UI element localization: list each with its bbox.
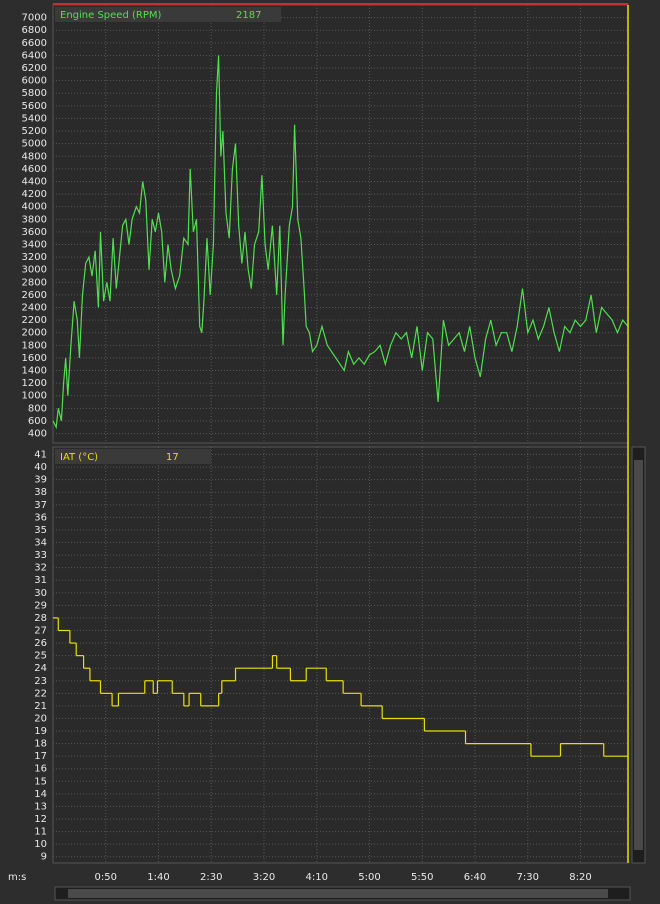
y-tick-label: 3200 (22, 252, 47, 263)
x-tick-label: 7:30 (517, 872, 539, 883)
y-tick-label: 31 (34, 575, 47, 586)
y-tick-label: 3400 (22, 239, 47, 250)
y-tick-label: 6000 (22, 76, 47, 87)
y-tick-label: 1600 (22, 353, 47, 364)
legend-readout: 2187 (236, 10, 261, 21)
y-tick-label: 23 (34, 676, 47, 687)
y-tick-label: 24 (34, 663, 47, 674)
y-tick-label: 13 (34, 801, 47, 812)
x-tick-label: 5:50 (411, 872, 433, 883)
y-tick-label: 7000 (22, 13, 47, 24)
y-tick-label: 6600 (22, 38, 47, 49)
y-tick-label: 2000 (22, 328, 47, 339)
y-tick-label: 4200 (22, 189, 47, 200)
y-tick-label: 30 (34, 588, 47, 599)
y-tick-label: 17 (34, 751, 47, 762)
y-tick-label: 37 (34, 500, 47, 511)
y-tick-label: 1200 (22, 378, 47, 389)
x-tick-label: 3:20 (253, 872, 275, 883)
y-tick-label: 6200 (22, 63, 47, 74)
y-tick-label: 39 (34, 475, 47, 486)
x-tick-label: 1:40 (147, 872, 169, 883)
y-tick-label: 3000 (22, 265, 47, 276)
y-tick-label: 5800 (22, 88, 47, 99)
y-tick-label: 2400 (22, 303, 47, 314)
y-tick-label: 2600 (22, 290, 47, 301)
legend-name: Engine Speed (RPM) (60, 10, 161, 21)
y-tick-label: 2200 (22, 315, 47, 326)
y-tick-label: 5000 (22, 139, 47, 150)
y-tick-label: 34 (34, 538, 47, 549)
y-tick-label: 4400 (22, 176, 47, 187)
legend-name: IAT (°C) (60, 452, 98, 463)
y-tick-label: 1800 (22, 340, 47, 351)
y-tick-label: 4000 (22, 202, 47, 213)
y-tick-label: 19 (34, 726, 47, 737)
rpm-line (52, 55, 629, 430)
legend-readout: 17 (166, 452, 179, 463)
rpm-panel (52, 4, 629, 444)
y-tick-label: 22 (34, 688, 47, 699)
y-tick-label: 21 (34, 701, 47, 712)
y-tick-label: 29 (34, 600, 47, 611)
x-tick-label: 5:00 (358, 872, 380, 883)
charts: 4006008001000120014001600180020002200240… (22, 5, 629, 883)
y-tick-label: 3600 (22, 227, 47, 238)
x-tick-label: 6:40 (464, 872, 486, 883)
y-tick-label: 14 (34, 789, 47, 800)
y-tick-label: 32 (34, 563, 47, 574)
y-tick-label: 33 (34, 550, 47, 561)
y-tick-label: 38 (34, 487, 47, 498)
y-tick-label: 18 (34, 739, 47, 750)
x-axis-label: m:s (8, 872, 26, 883)
y-tick-label: 15 (34, 776, 47, 787)
legend-box (55, 449, 211, 464)
y-tick-label: 16 (34, 764, 47, 775)
y-tick-label: 20 (34, 713, 47, 724)
y-tick-label: 5200 (22, 126, 47, 137)
y-tick-label: 40 (34, 462, 47, 473)
y-tick-label: 5600 (22, 101, 47, 112)
y-tick-label: 3800 (22, 214, 47, 225)
y-tick-label: 26 (34, 638, 47, 649)
y-tick-label: 41 (34, 450, 47, 461)
x-tick-label: 2:30 (200, 872, 222, 883)
y-tick-label: 28 (34, 613, 47, 624)
y-tick-label: 1000 (22, 391, 47, 402)
y-tick-label: 1400 (22, 366, 47, 377)
x-tick-label: 8:20 (569, 872, 591, 883)
y-tick-label: 9 (41, 852, 47, 863)
x-tick-label: 0:50 (95, 872, 117, 883)
legend-box (55, 7, 281, 22)
y-tick-label: 25 (34, 651, 47, 662)
y-tick-label: 4600 (22, 164, 47, 175)
y-tick-label: 27 (34, 625, 47, 636)
x-tick-label: 4:10 (306, 872, 328, 883)
y-tick-label: 12 (34, 814, 47, 825)
y-tick-label: 6800 (22, 25, 47, 36)
h-scroll-thumb[interactable] (68, 889, 608, 898)
y-tick-label: 35 (34, 525, 47, 536)
y-tick-label: 6400 (22, 50, 47, 61)
y-tick-label: 800 (28, 403, 47, 414)
y-tick-label: 36 (34, 512, 47, 523)
y-tick-label: 600 (28, 416, 47, 427)
y-tick-label: 10 (34, 839, 47, 850)
y-tick-label: 4800 (22, 151, 47, 162)
y-tick-label: 2800 (22, 277, 47, 288)
y-tick-label: 5400 (22, 113, 47, 124)
iat-panel (52, 446, 629, 864)
v-scroll-thumb[interactable] (634, 460, 643, 850)
y-tick-label: 400 (28, 429, 47, 440)
y-tick-label: 11 (34, 827, 47, 838)
